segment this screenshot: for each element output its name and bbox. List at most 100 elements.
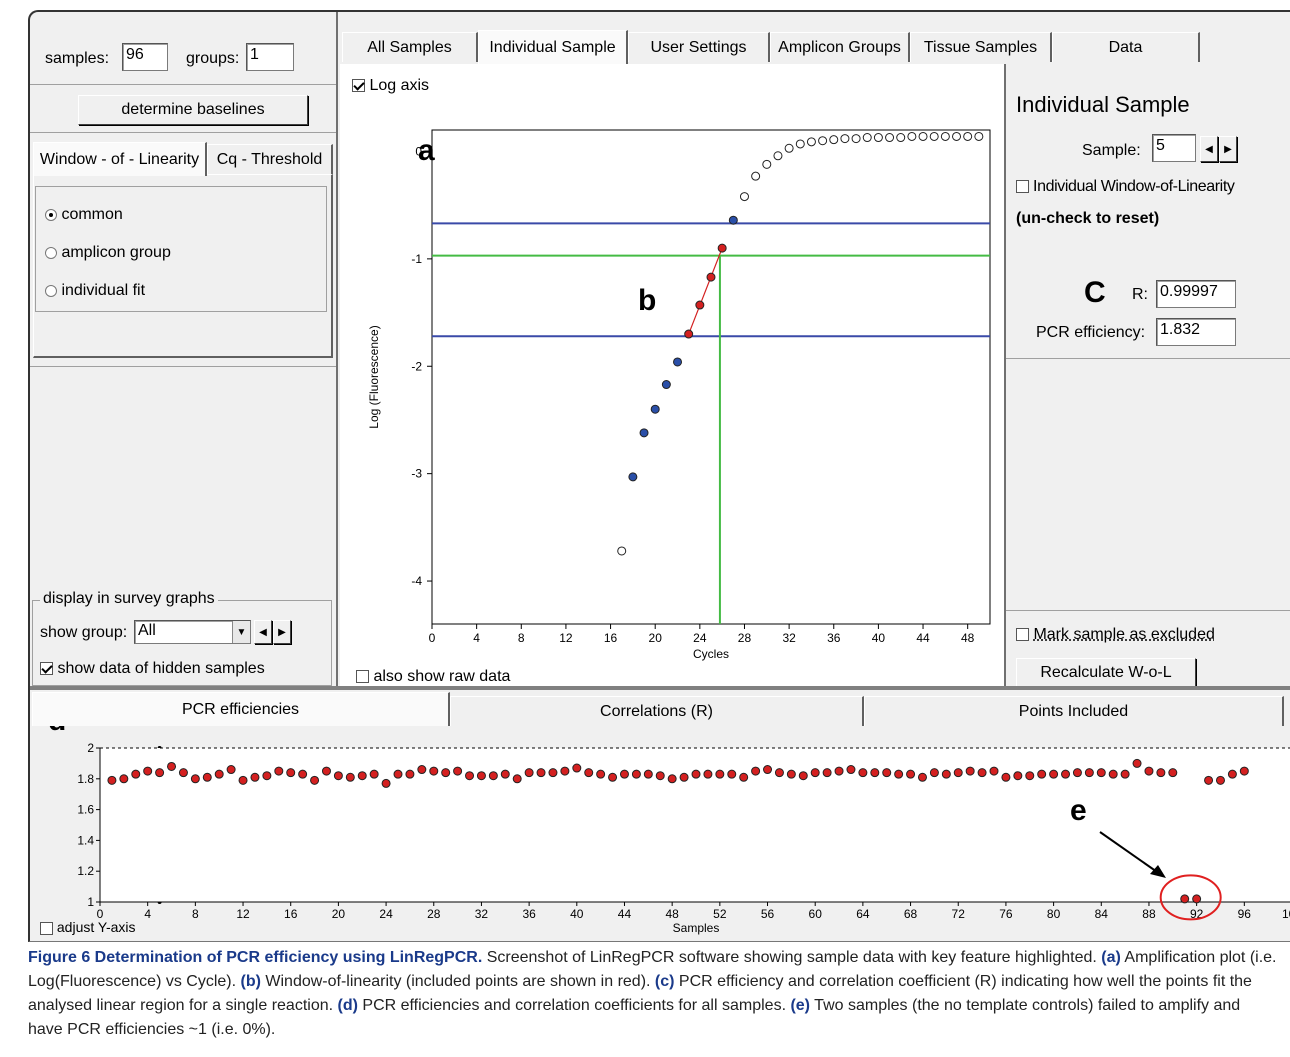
subtab-cq-threshold[interactable]: Cq - Threshold [207, 144, 333, 174]
divider [1006, 358, 1290, 359]
data-point [1227, 769, 1237, 779]
divider [30, 366, 336, 367]
data-point [727, 769, 737, 779]
pcr-efficiency-field[interactable]: 1.832 [1156, 318, 1236, 346]
data-point [952, 131, 962, 141]
groups-input[interactable]: 1 [246, 43, 294, 71]
r-value-field[interactable]: 0.99997 [1156, 280, 1236, 308]
tab-data[interactable]: Data [1052, 32, 1200, 62]
tab-user-settings[interactable]: User Settings [628, 32, 770, 62]
data-point [1168, 768, 1178, 778]
y-tick-label: 1.4 [77, 833, 94, 847]
x-tick-label: 84 [1095, 907, 1109, 921]
radio-common[interactable]: common [45, 206, 123, 224]
x-tick-label: 100 [1282, 907, 1290, 921]
plot-axes: 0 4 8 12 16 20 24 28 32 36 40 44 48 52 56 60 64 68 72 76 80 8… [77, 741, 1290, 921]
data-point [1013, 771, 1023, 781]
data-point [500, 769, 510, 779]
also-raw-checkbox[interactable]: also show raw data [356, 668, 510, 686]
annotation-b: b [638, 284, 656, 317]
radio-label: common [61, 206, 123, 223]
caption-title: Figure 6 Determination of PCR efficiency… [28, 949, 483, 966]
data-point [488, 771, 498, 781]
data-point [357, 771, 367, 781]
data-point [560, 766, 570, 776]
data-point [822, 768, 832, 778]
y-tick-label: -1 [411, 252, 422, 266]
tab-amplicon-groups[interactable]: Amplicon Groups [770, 32, 910, 62]
data-point [667, 774, 677, 784]
x-tick-label: 80 [1047, 907, 1061, 921]
recalculate-wol-button[interactable]: Recalculate W-o-L [1016, 658, 1196, 688]
show-group-select[interactable]: All ▼ [134, 620, 251, 644]
x-tick-label: 8 [192, 907, 199, 921]
data-point [298, 769, 308, 779]
data-point [965, 766, 975, 776]
y-tick-label: 1.6 [77, 803, 94, 817]
x-tick-label: 40 [570, 907, 584, 921]
subtab-window-of-linearity[interactable]: Window - of - Linearity [33, 142, 207, 176]
also-raw-label: also show raw data [373, 668, 511, 685]
mark-excluded-checkbox[interactable]: Mark sample as excluded [1016, 626, 1215, 644]
data-point [381, 778, 391, 788]
annotation-arrow [1099, 831, 1161, 875]
caption-text: Screenshot of LinRegPCR software showing… [482, 949, 1102, 966]
tab-tissue-samples[interactable]: Tissue Samples [910, 32, 1052, 62]
y-tick-label: 2 [87, 741, 94, 755]
x-tick-label: 0 [429, 631, 436, 645]
data-point [940, 131, 950, 141]
x-tick-label: 40 [872, 631, 886, 645]
data-point [190, 774, 200, 784]
determine-baselines-button[interactable]: determine baselines [78, 95, 308, 125]
x-tick-label: 44 [916, 631, 930, 645]
x-tick-label: 12 [236, 907, 250, 921]
radio-icon [45, 246, 57, 259]
log-axis-checkbox[interactable]: Log axis [352, 77, 429, 95]
data-point [974, 131, 984, 141]
data-point [584, 768, 594, 778]
show-hidden-checkbox[interactable]: show data of hidden samples [40, 660, 265, 678]
data-point [1156, 768, 1166, 778]
data-point [810, 768, 820, 778]
x-tick-label: 24 [379, 907, 393, 921]
caption-tag: (c) [654, 973, 675, 990]
x-tick-label: 36 [522, 907, 536, 921]
data-point [1204, 775, 1214, 785]
plot-axes: 0 4 8 12 16 20 24 28 32 36 40 44 480-1-2-3-4 [411, 129, 991, 645]
tab-all-samples[interactable]: All Samples [342, 32, 478, 62]
samples-input[interactable]: 96 [122, 43, 168, 71]
tab-individual-sample[interactable]: Individual Sample [478, 30, 628, 64]
data-point [941, 769, 951, 779]
data-point [784, 143, 794, 153]
data-point [655, 771, 665, 781]
splitter[interactable] [1004, 64, 1006, 688]
data-point [429, 766, 439, 776]
splitter[interactable] [30, 686, 1290, 690]
group-next-button[interactable]: ▶ [273, 620, 291, 644]
data-point [907, 131, 917, 141]
tab-correlations[interactable]: Correlations (R) [450, 696, 864, 726]
group-prev-button[interactable]: ◀ [254, 620, 272, 644]
chevron-down-icon[interactable]: ▼ [232, 621, 250, 643]
data-point [703, 769, 713, 779]
data-point [739, 772, 749, 782]
radio-icon [45, 284, 57, 297]
data-point [214, 769, 224, 779]
sample-next-button[interactable]: ▶ [1219, 136, 1237, 162]
adjust-y-checkbox[interactable]: adjust Y-axis [40, 919, 136, 935]
sample-input[interactable]: 5 [1152, 134, 1196, 162]
data-point [896, 133, 906, 143]
data-point [345, 772, 355, 782]
radio-individual-fit[interactable]: individual fit [45, 282, 145, 300]
data-point [846, 765, 856, 775]
data-point [728, 215, 738, 225]
splitter[interactable] [336, 12, 338, 688]
indiv-wol-checkbox[interactable]: Individual Window-of-Linearity [1016, 178, 1235, 196]
tab-points-included[interactable]: Points Included [864, 696, 1284, 726]
sample-prev-button[interactable]: ◀ [1200, 136, 1218, 162]
window-lines [432, 222, 990, 624]
radio-amplicon-group[interactable]: amplicon group [45, 244, 171, 262]
data-point [167, 761, 177, 771]
plot-points [107, 758, 1249, 904]
tab-pcr-efficiencies[interactable]: PCR efficiencies [32, 692, 450, 726]
